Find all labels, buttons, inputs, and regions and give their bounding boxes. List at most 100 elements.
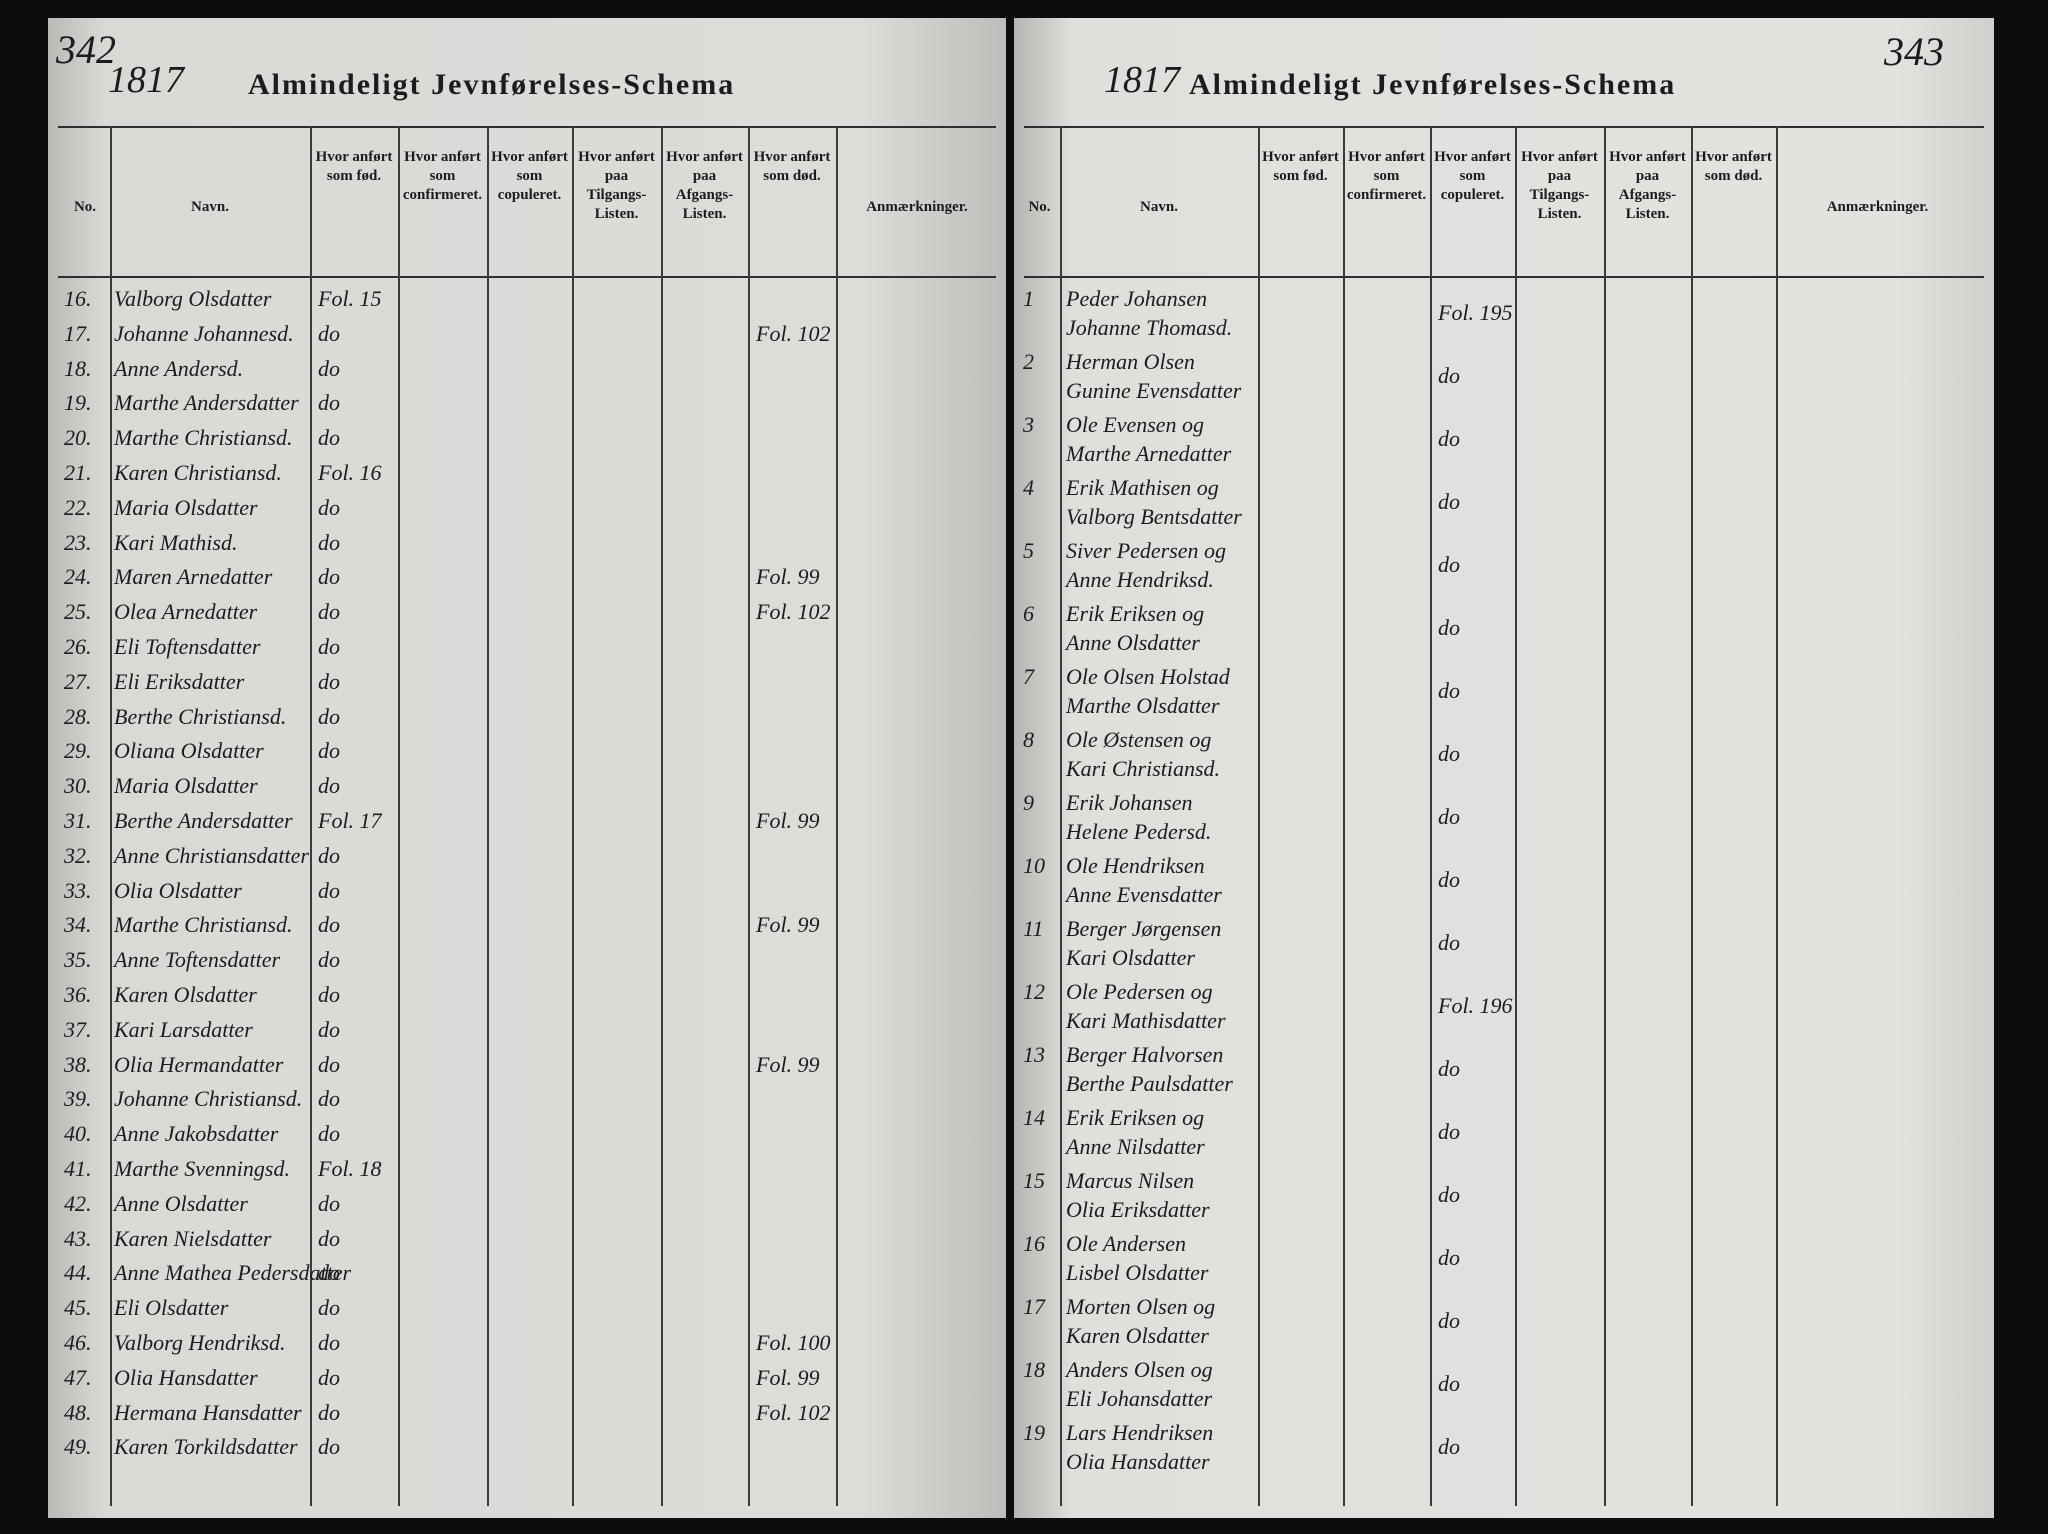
entry: Fol. 100 <box>756 1330 831 1355</box>
name: Anne Olsdatter <box>114 1190 248 1216</box>
row-number: 14 <box>1023 1105 1045 1130</box>
row-number: 11 <box>1023 916 1044 941</box>
column-header: Anmærkninger. <box>1826 199 1929 215</box>
row-number: 31. <box>64 808 92 833</box>
name: Hermana Hansdatter <box>114 1399 302 1425</box>
column-header: Hvor anført som copuleret. <box>491 149 568 203</box>
name: Ole Evensen og <box>1066 412 1205 437</box>
name: Berger Halvorsen <box>1066 1042 1224 1067</box>
row-number: 13 <box>1023 1042 1045 1067</box>
column-header: Hvor anført som confirmeret. <box>402 149 483 203</box>
column-header: No. <box>73 199 97 215</box>
name: Olia Olsdatter <box>114 877 242 903</box>
name: Anne Olsdatter <box>1066 630 1200 655</box>
name: Olia Eriksdatter <box>1066 1197 1210 1222</box>
row-number: 20. <box>64 425 92 451</box>
column-header: Hvor anført som fød. <box>1262 149 1339 184</box>
name: Valborg Olsdatter <box>114 286 272 311</box>
name: Anne Mathea Pedersdatter <box>114 1260 352 1286</box>
row-number: 3 <box>1023 412 1034 437</box>
column-line <box>1343 126 1345 1506</box>
row-number: 36. <box>64 982 92 1007</box>
name: Anne Hendriksd. <box>1066 567 1214 592</box>
entry: do <box>1438 1308 1460 1333</box>
entry: do <box>318 529 340 555</box>
entry: do <box>318 564 340 590</box>
row-number: 44. <box>64 1260 92 1286</box>
row-number: 34. <box>64 912 92 938</box>
entry: do <box>318 912 340 938</box>
entry: do <box>1438 930 1460 955</box>
name: Marthe Christiansd. <box>114 425 293 451</box>
row-number: 10 <box>1023 853 1045 878</box>
row-number: 1 <box>1023 286 1034 311</box>
name: Kari Larsdatter <box>114 1016 253 1042</box>
entry: do <box>318 842 340 868</box>
name: Helene Pedersd. <box>1066 819 1212 844</box>
row-number: 4 <box>1023 475 1034 500</box>
entry: do <box>1438 678 1460 703</box>
row-number: 40. <box>64 1121 92 1147</box>
name: Berger Jørgensen <box>1066 916 1222 941</box>
entry: do <box>318 599 340 625</box>
name: Marthe Christiansd. <box>114 912 293 938</box>
entry: do <box>318 1399 340 1425</box>
entry: do <box>1438 741 1460 766</box>
entry: do <box>318 1225 340 1251</box>
name: Maren Arnedatter <box>114 564 273 590</box>
name: Kari Christiansd. <box>1066 756 1221 781</box>
column-line <box>110 126 112 1506</box>
name: Anne Christiansdatter <box>114 842 309 868</box>
row-number: 33. <box>64 877 92 903</box>
column-header: Hvor anført som død. <box>753 149 831 184</box>
name: Marthe Svenningsd. <box>114 1156 290 1181</box>
row-number: 18. <box>64 355 92 381</box>
name: Johanne Johannesd. <box>114 320 294 346</box>
row-number: 2 <box>1023 349 1034 374</box>
entry: Fol. 99 <box>756 1051 820 1077</box>
row-number: 17 <box>1023 1294 1045 1319</box>
row-number: 12 <box>1023 979 1045 1004</box>
row-number: 43. <box>64 1225 92 1251</box>
entry: do <box>318 1121 340 1147</box>
column-line <box>1776 126 1778 1506</box>
name: Erik Mathisen og <box>1066 475 1219 500</box>
entry: do <box>318 634 340 659</box>
entry: Fol. 16 <box>318 460 382 485</box>
name: Marthe Andersdatter <box>114 390 299 416</box>
column-line <box>748 126 750 1506</box>
row-number: 24. <box>64 564 92 590</box>
column-line <box>487 126 489 1506</box>
name: Ole Østensen og <box>1066 727 1212 752</box>
entry: Fol. 18 <box>318 1156 382 1181</box>
name: Herman Olsen <box>1066 349 1195 374</box>
name: Eli Johansdatter <box>1066 1386 1213 1411</box>
entry: do <box>1438 426 1460 451</box>
entry: Fol. 99 <box>756 564 820 590</box>
page-number: 342 <box>56 27 116 72</box>
entry: Fol. 195 <box>1438 300 1513 325</box>
entry: do <box>318 1260 340 1286</box>
entry: do <box>1438 489 1460 514</box>
entry: do <box>318 668 340 694</box>
name: Eli Eriksdatter <box>114 668 245 694</box>
entry: do <box>1438 1182 1460 1207</box>
entry: Fol. 102 <box>756 1399 831 1425</box>
name: Marthe Arnedatter <box>1066 441 1232 466</box>
name: Eli Olsdatter <box>114 1295 229 1321</box>
name: Kari Olsdatter <box>1066 945 1195 970</box>
name: Morten Olsen og <box>1066 1294 1216 1319</box>
column-header: Hvor anført paa Afgangs-Listen. <box>1609 149 1686 222</box>
entry: do <box>318 494 340 520</box>
row-number: 19. <box>64 390 92 416</box>
entry: do <box>1438 363 1460 388</box>
name: Karen Olsdatter <box>1066 1323 1209 1348</box>
column-header: Navn. <box>191 199 229 215</box>
header-rule <box>58 276 996 278</box>
name: Karen Olsdatter <box>114 982 257 1007</box>
entry: Fol. 99 <box>756 1364 820 1390</box>
name: Johanne Thomasd. <box>1066 315 1233 340</box>
name: Kari Mathisdatter <box>1066 1008 1226 1033</box>
row-number: 18 <box>1023 1357 1045 1382</box>
